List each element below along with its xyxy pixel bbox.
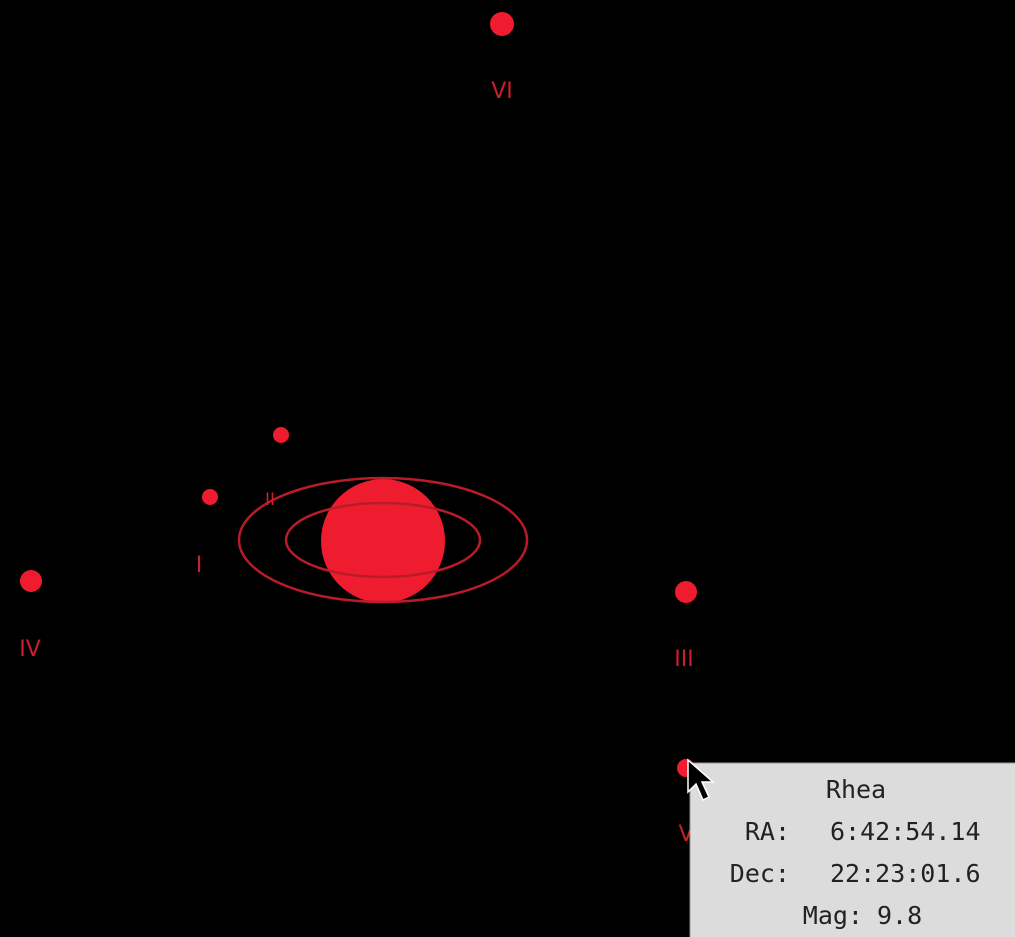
tooltip-box xyxy=(689,762,1015,937)
moon[interactable] xyxy=(490,12,514,36)
tooltip-value: 6:42:54.14 xyxy=(830,817,981,846)
moon-label: IV xyxy=(19,637,41,662)
moon[interactable] xyxy=(675,581,697,603)
moon[interactable] xyxy=(20,570,42,592)
inner-ring xyxy=(284,501,482,579)
mouse-cursor xyxy=(687,758,715,802)
moon[interactable] xyxy=(273,427,289,443)
tooltip-value: 22:23:01.6 xyxy=(830,859,981,888)
saturn[interactable] xyxy=(237,476,529,604)
tooltip-label: Dec: xyxy=(730,859,790,888)
tooltip: Rhea RA: 6:42:54.14 Dec: 22:23:01.6 Mag:… xyxy=(689,762,1015,937)
moon-label: VI xyxy=(491,79,513,104)
planet-body xyxy=(321,479,445,603)
moon-label: III xyxy=(674,647,693,672)
tooltip-value: 9.8 xyxy=(877,901,922,930)
tooltip-label: RA: xyxy=(745,817,790,846)
tooltip-label: Mag: xyxy=(803,901,863,930)
moon-label: II xyxy=(265,490,275,510)
outer-ring xyxy=(237,476,529,604)
tooltip-title: Rhea xyxy=(826,775,886,804)
moon-label: I xyxy=(196,553,203,578)
moon[interactable] xyxy=(202,489,218,505)
